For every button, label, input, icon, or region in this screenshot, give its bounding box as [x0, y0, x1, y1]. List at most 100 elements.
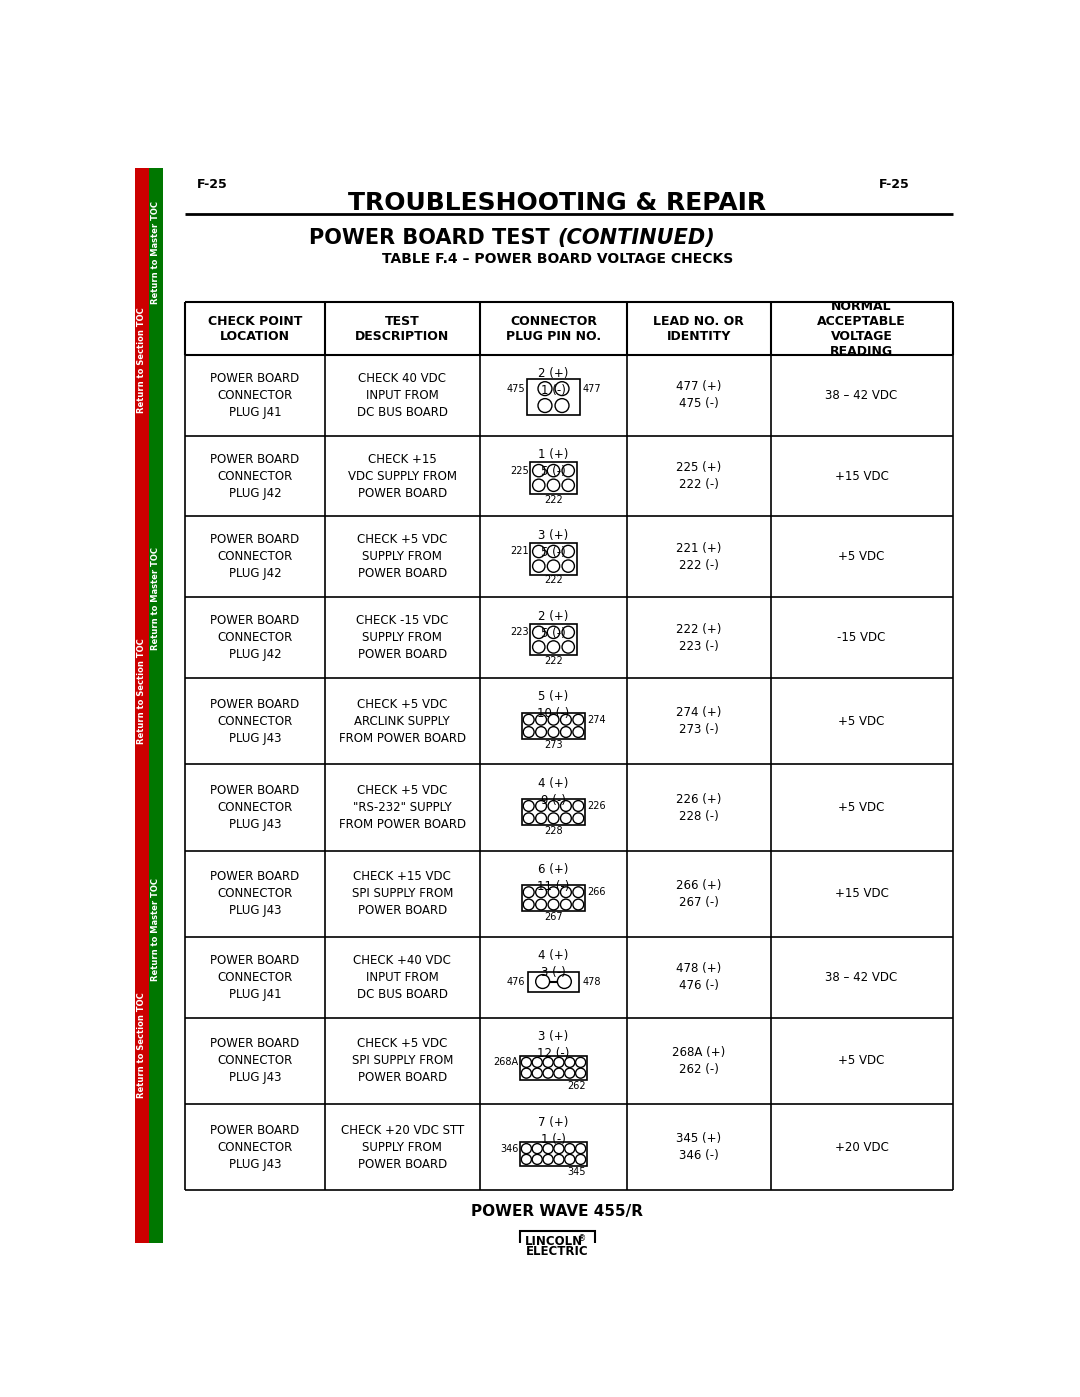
- Text: CONNECTOR
PLUG PIN NO.: CONNECTOR PLUG PIN NO.: [505, 314, 602, 342]
- Text: 346: 346: [500, 1144, 518, 1154]
- Circle shape: [555, 398, 569, 412]
- Text: POWER BOARD
CONNECTOR
PLUG J42: POWER BOARD CONNECTOR PLUG J42: [211, 615, 300, 661]
- Text: Return to Section TOC: Return to Section TOC: [137, 992, 147, 1098]
- Bar: [186, 517, 953, 598]
- Text: 345 (+)
346 (-): 345 (+) 346 (-): [676, 1132, 721, 1162]
- Text: POWER BOARD TEST: POWER BOARD TEST: [309, 229, 557, 249]
- Text: +5 VDC: +5 VDC: [838, 1055, 885, 1067]
- Text: 476: 476: [507, 977, 525, 986]
- Circle shape: [536, 813, 546, 824]
- Circle shape: [543, 1069, 553, 1078]
- Circle shape: [532, 545, 545, 557]
- Circle shape: [524, 887, 535, 898]
- Text: POWER BOARD
CONNECTOR
PLUG J41: POWER BOARD CONNECTOR PLUG J41: [211, 954, 300, 1000]
- Text: POWER BOARD
CONNECTOR
PLUG J43: POWER BOARD CONNECTOR PLUG J43: [211, 697, 300, 745]
- Text: 345: 345: [567, 1166, 586, 1178]
- Circle shape: [554, 1058, 564, 1067]
- Text: 4 (+)
3 (-): 4 (+) 3 (-): [538, 949, 569, 979]
- Circle shape: [548, 726, 559, 738]
- Circle shape: [532, 560, 545, 573]
- Text: CHECK +5 VDC
ARCLINK SUPPLY
FROM POWER BOARD: CHECK +5 VDC ARCLINK SUPPLY FROM POWER B…: [339, 697, 465, 745]
- Text: 223: 223: [510, 627, 529, 637]
- Circle shape: [548, 560, 559, 573]
- Text: 1 (+)
5 (-): 1 (+) 5 (-): [538, 448, 569, 478]
- Circle shape: [524, 813, 535, 824]
- Text: 268A (+)
262 (-): 268A (+) 262 (-): [672, 1046, 726, 1076]
- Text: -15 VDC: -15 VDC: [837, 631, 886, 644]
- Circle shape: [554, 1154, 564, 1165]
- Circle shape: [532, 626, 545, 638]
- Text: 3 (+)
12 (-): 3 (+) 12 (-): [538, 1030, 569, 1060]
- Circle shape: [565, 1154, 575, 1165]
- Text: 3 (+)
5 (-): 3 (+) 5 (-): [538, 529, 569, 559]
- Circle shape: [565, 1058, 575, 1067]
- Circle shape: [572, 813, 583, 824]
- Circle shape: [538, 381, 552, 395]
- Circle shape: [561, 887, 571, 898]
- Bar: [186, 1018, 953, 1104]
- Text: ®: ®: [578, 1234, 586, 1243]
- Bar: [530, 543, 577, 574]
- Text: POWER BOARD
CONNECTOR
PLUG J43: POWER BOARD CONNECTOR PLUG J43: [211, 1123, 300, 1171]
- Bar: [186, 355, 953, 436]
- Text: Return to Master TOC: Return to Master TOC: [151, 201, 161, 303]
- Bar: [135, 168, 149, 1243]
- Circle shape: [561, 714, 571, 725]
- Circle shape: [548, 714, 559, 725]
- Bar: [519, 1143, 588, 1166]
- Bar: [527, 380, 580, 415]
- Circle shape: [562, 626, 575, 638]
- Circle shape: [548, 464, 559, 476]
- Text: 475: 475: [507, 384, 525, 394]
- Text: POWER BOARD
CONNECTOR
PLUG J42: POWER BOARD CONNECTOR PLUG J42: [211, 534, 300, 580]
- Circle shape: [576, 1154, 585, 1165]
- Circle shape: [557, 975, 571, 989]
- Bar: [186, 302, 953, 355]
- Circle shape: [555, 381, 569, 395]
- Text: Return to Section TOC: Return to Section TOC: [137, 638, 147, 745]
- Circle shape: [536, 975, 550, 989]
- Text: +5 VDC: +5 VDC: [838, 800, 885, 814]
- Text: +15 VDC: +15 VDC: [835, 887, 889, 900]
- Text: ELECTRIC: ELECTRIC: [526, 1245, 589, 1259]
- Circle shape: [572, 800, 583, 812]
- Circle shape: [562, 641, 575, 654]
- Circle shape: [536, 726, 546, 738]
- Bar: [522, 712, 585, 739]
- Text: +15 VDC: +15 VDC: [835, 469, 889, 482]
- Circle shape: [538, 398, 552, 412]
- Text: 274 (+)
273 (-): 274 (+) 273 (-): [676, 707, 721, 736]
- Text: Return to Master TOC: Return to Master TOC: [151, 548, 161, 651]
- Text: Return to Master TOC: Return to Master TOC: [151, 879, 161, 982]
- Bar: [186, 598, 953, 678]
- Circle shape: [548, 641, 559, 654]
- Circle shape: [543, 1144, 553, 1154]
- Circle shape: [548, 813, 559, 824]
- Text: POWER BOARD
CONNECTOR
PLUG J41: POWER BOARD CONNECTOR PLUG J41: [211, 372, 300, 419]
- Text: Return to Section TOC: Return to Section TOC: [137, 307, 147, 414]
- Text: CHECK POINT
LOCATION: CHECK POINT LOCATION: [208, 314, 302, 342]
- Circle shape: [532, 641, 545, 654]
- Circle shape: [572, 714, 583, 725]
- Text: 266: 266: [586, 887, 605, 897]
- Text: 222: 222: [544, 657, 563, 666]
- Circle shape: [576, 1069, 585, 1078]
- Text: 2 (+)
5 (-): 2 (+) 5 (-): [538, 609, 569, 640]
- Text: CHECK +15
VDC SUPPLY FROM
POWER BOARD: CHECK +15 VDC SUPPLY FROM POWER BOARD: [348, 453, 457, 500]
- Circle shape: [562, 545, 575, 557]
- Circle shape: [536, 714, 546, 725]
- Text: 225 (+)
222 (-): 225 (+) 222 (-): [676, 461, 721, 490]
- Text: POWER BOARD
CONNECTOR
PLUG J43: POWER BOARD CONNECTOR PLUG J43: [211, 784, 300, 831]
- Text: POWER WAVE 455/R: POWER WAVE 455/R: [471, 1204, 644, 1220]
- Circle shape: [572, 887, 583, 898]
- Text: 478 (+)
476 (-): 478 (+) 476 (-): [676, 963, 721, 992]
- Bar: [149, 168, 163, 1243]
- Text: 221: 221: [510, 546, 529, 556]
- Circle shape: [543, 1058, 553, 1067]
- Text: CHECK +5 VDC
"RS-232" SUPPLY
FROM POWER BOARD: CHECK +5 VDC "RS-232" SUPPLY FROM POWER …: [339, 784, 465, 831]
- Circle shape: [524, 726, 535, 738]
- Circle shape: [532, 464, 545, 476]
- Circle shape: [554, 1069, 564, 1078]
- Circle shape: [522, 1069, 531, 1078]
- Bar: [186, 937, 953, 1018]
